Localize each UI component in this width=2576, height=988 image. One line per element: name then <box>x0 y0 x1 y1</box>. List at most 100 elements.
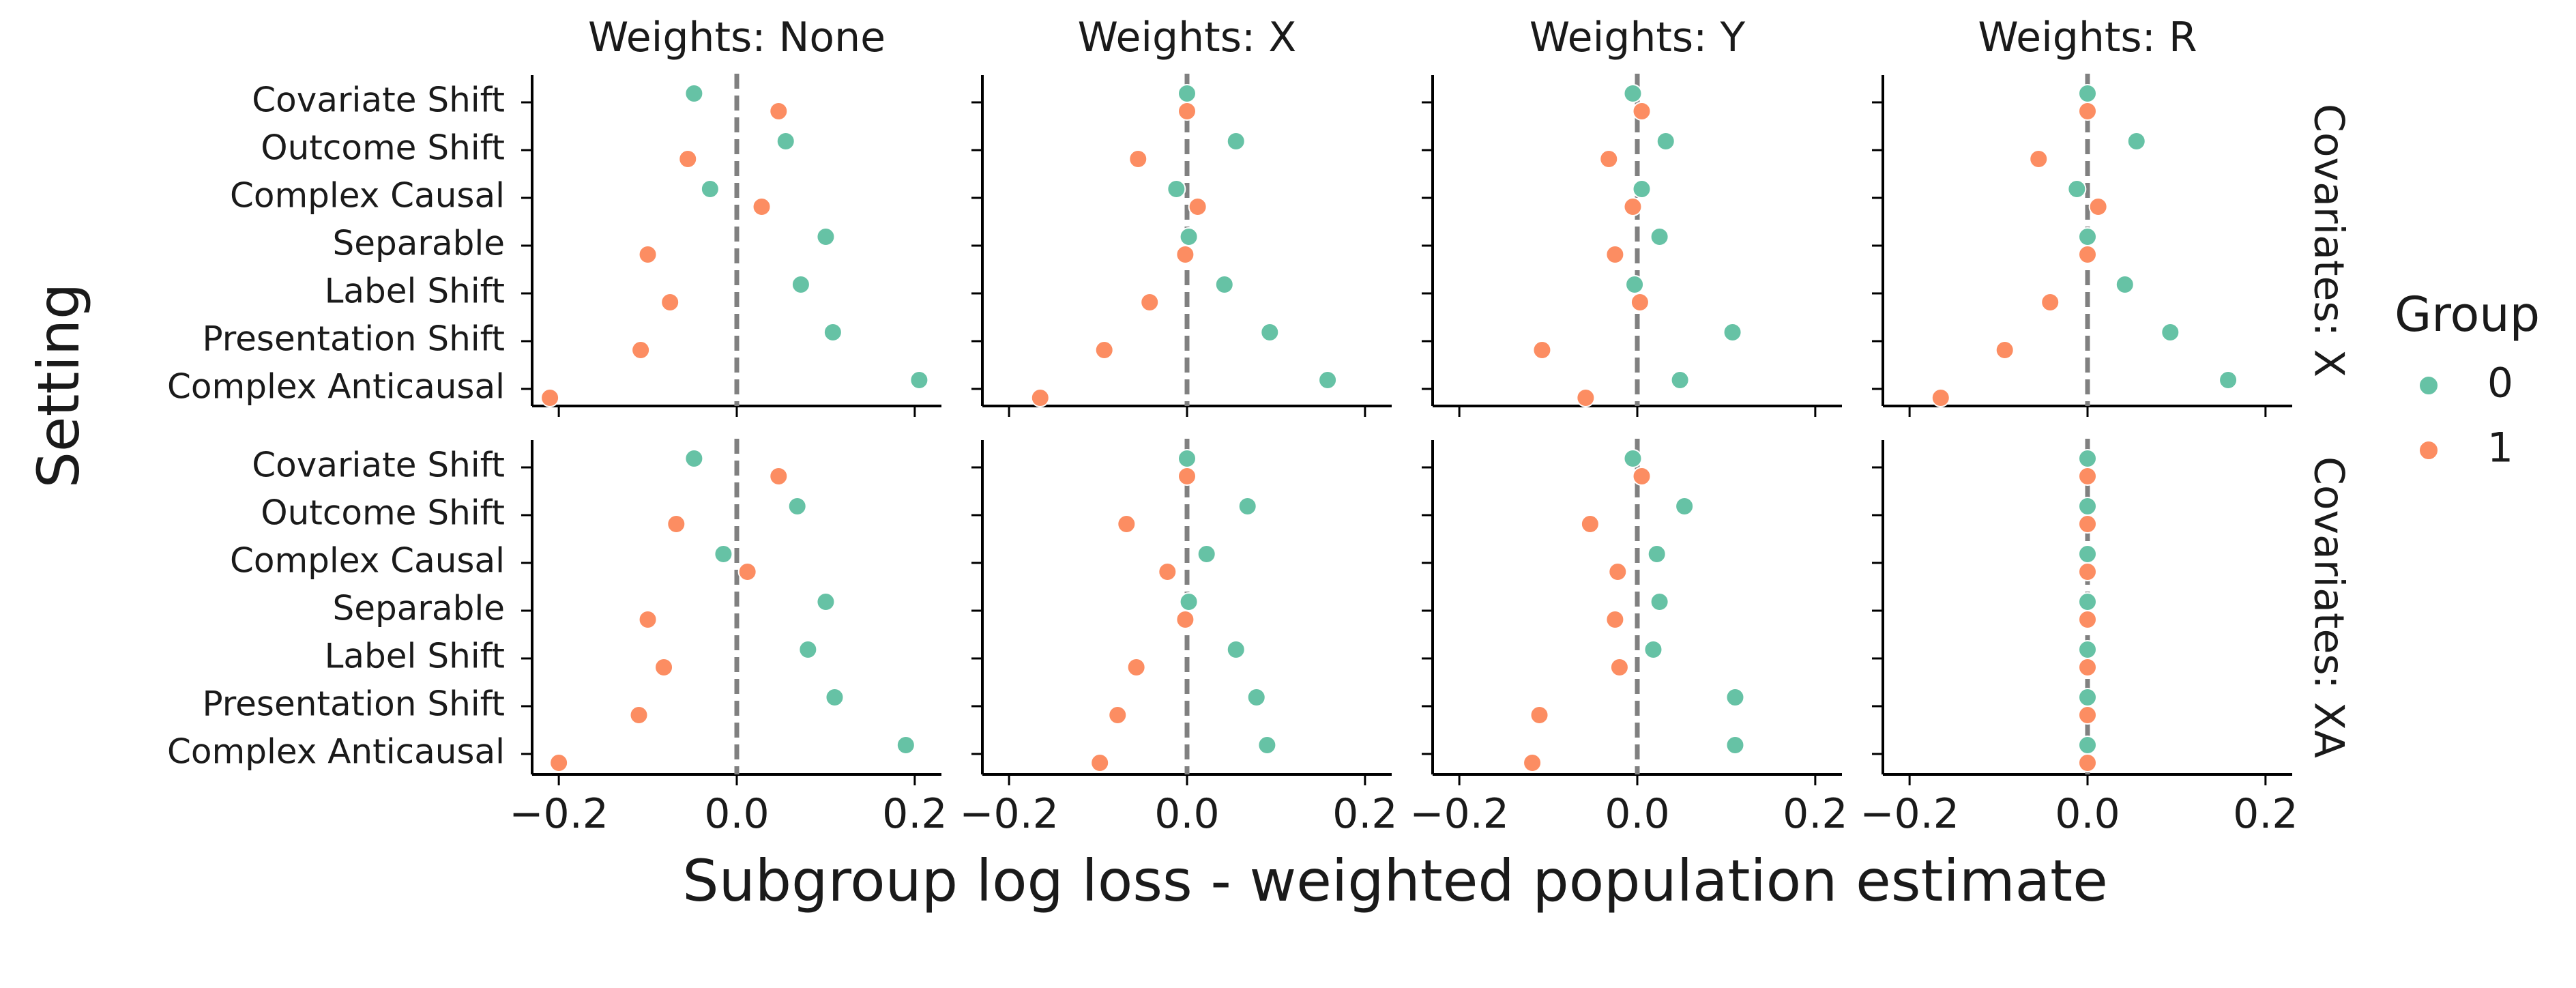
legend-label-group-0: 0 <box>2487 360 2513 407</box>
data-point-group-0 <box>1675 497 1695 516</box>
data-point-group-0 <box>1723 323 1742 342</box>
y-tick-label: Separable <box>333 589 505 628</box>
data-point-group-0 <box>1318 370 1338 390</box>
data-point-group-0 <box>816 227 836 246</box>
data-point-group-1 <box>2029 149 2049 169</box>
legend-label-group-1: 1 <box>2487 424 2513 472</box>
data-point-group-0 <box>2078 688 2097 707</box>
data-point-group-0 <box>1625 275 1645 294</box>
data-point-group-0 <box>1650 227 1669 246</box>
data-point-group-1 <box>1140 293 1160 312</box>
data-point-group-1 <box>1177 102 1197 121</box>
data-point-group-1 <box>1188 197 1208 216</box>
data-point-group-0 <box>798 640 818 659</box>
y-tick-label: Outcome Shift <box>261 128 505 168</box>
data-point-group-1 <box>1630 293 1650 312</box>
data-point-group-0 <box>1632 179 1652 199</box>
y-tick-label: Complex Anticausal <box>167 732 505 772</box>
data-point-group-0 <box>823 323 843 342</box>
data-point-group-0 <box>2078 449 2097 468</box>
data-point-group-1 <box>2078 102 2097 121</box>
data-point-group-1 <box>660 293 680 312</box>
data-point-group-1 <box>638 245 658 264</box>
data-point-group-0 <box>787 497 807 516</box>
x-axis-label: Subgroup log loss - weighted population … <box>682 847 2108 914</box>
data-point-group-1 <box>769 467 789 486</box>
y-tick-label: Label Shift <box>325 637 505 676</box>
x-tick-label: −0.2 <box>959 790 1059 838</box>
data-point-group-1 <box>1126 658 1146 677</box>
data-point-group-1 <box>654 658 674 677</box>
data-point-group-1 <box>1580 514 1600 534</box>
data-point-group-0 <box>2078 544 2097 564</box>
row-title-2: Covariates: XA <box>2304 456 2352 758</box>
data-point-group-1 <box>1117 514 1137 534</box>
data-point-group-0 <box>714 544 733 564</box>
data-point-group-1 <box>1158 562 1177 581</box>
data-point-group-1 <box>2078 753 2097 772</box>
data-point-group-0 <box>1725 736 1745 755</box>
data-point-group-0 <box>896 736 916 755</box>
data-point-group-1 <box>540 388 560 407</box>
data-point-group-0 <box>2219 370 2238 390</box>
data-point-group-0 <box>909 370 929 390</box>
x-tick-label: 0.0 <box>1605 790 1669 838</box>
data-point-group-1 <box>752 197 772 216</box>
data-point-group-0 <box>1167 179 1186 199</box>
data-point-group-1 <box>2078 562 2097 581</box>
legend-marker-group-0 <box>2418 375 2439 396</box>
data-point-group-1 <box>1605 245 1625 264</box>
legend-title: Group <box>2395 287 2540 343</box>
data-point-group-1 <box>1632 102 1652 121</box>
data-point-group-1 <box>1175 245 1195 264</box>
y-tick-label: Label Shift <box>325 272 505 311</box>
y-tick-label: Presentation Shift <box>202 319 505 359</box>
data-point-group-0 <box>1214 275 1234 294</box>
data-point-group-1 <box>1599 149 1619 169</box>
data-point-group-1 <box>629 706 649 725</box>
data-point-group-0 <box>2078 640 2097 659</box>
data-point-group-0 <box>1179 592 1199 611</box>
data-point-group-0 <box>2078 497 2097 516</box>
data-point-group-0 <box>2078 736 2097 755</box>
data-point-group-0 <box>1177 449 1197 468</box>
data-point-group-0 <box>1260 323 1280 342</box>
data-point-group-1 <box>1090 753 1110 772</box>
data-point-group-0 <box>2161 323 2180 342</box>
data-point-group-1 <box>1609 658 1629 677</box>
data-point-group-0 <box>1650 592 1669 611</box>
data-point-group-0 <box>2115 275 2135 294</box>
data-point-group-0 <box>1238 497 1257 516</box>
data-point-group-0 <box>1197 544 1216 564</box>
data-point-group-0 <box>1643 640 1663 659</box>
data-point-group-1 <box>638 610 658 629</box>
y-tick-label: Covariate Shift <box>252 81 505 120</box>
row-title-1: Covariates: X <box>2304 104 2352 377</box>
data-point-group-1 <box>1128 149 1148 169</box>
x-tick-label: −0.2 <box>509 790 609 838</box>
data-point-group-1 <box>1523 753 1542 772</box>
data-point-group-1 <box>1995 340 2015 360</box>
data-point-group-1 <box>737 562 757 581</box>
data-point-group-0 <box>1226 132 1246 151</box>
data-point-group-1 <box>1623 197 1643 216</box>
data-point-group-0 <box>1725 688 1745 707</box>
column-title-1: Weights: None <box>588 14 886 61</box>
data-point-group-1 <box>2078 467 2097 486</box>
x-tick-label: 0.2 <box>1783 790 1847 838</box>
x-tick-label: 0.2 <box>1332 790 1397 838</box>
data-point-group-1 <box>1605 610 1625 629</box>
data-point-group-1 <box>549 753 569 772</box>
data-point-group-1 <box>1094 340 1114 360</box>
data-point-group-0 <box>2126 132 2146 151</box>
x-tick-label: −0.2 <box>1860 790 1959 838</box>
data-point-group-1 <box>2078 706 2097 725</box>
data-point-group-1 <box>2078 245 2097 264</box>
data-point-group-1 <box>2078 658 2097 677</box>
data-point-group-0 <box>1656 132 1675 151</box>
data-point-group-0 <box>684 449 704 468</box>
column-title-3: Weights: Y <box>1530 14 1746 61</box>
data-point-group-1 <box>1530 706 1549 725</box>
data-point-group-0 <box>700 179 720 199</box>
